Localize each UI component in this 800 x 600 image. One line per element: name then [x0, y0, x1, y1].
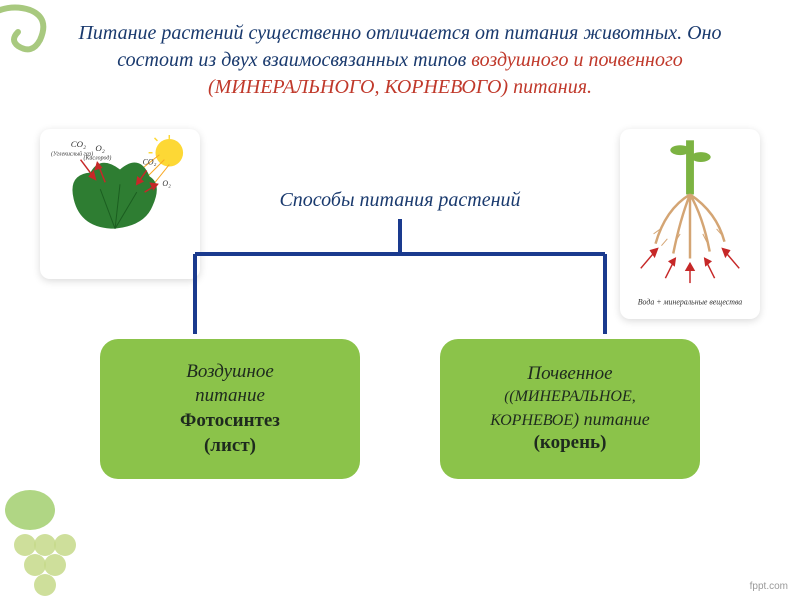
left-line2: питание	[195, 384, 265, 409]
left-line1: Воздушное	[186, 360, 274, 385]
o2-sublabel: (Кислород)	[84, 155, 112, 162]
left-box-air-nutrition: Воздушное питание Фотосинтез (лист)	[100, 339, 360, 479]
right-line1: Почвенное	[527, 362, 612, 387]
diagram-root-label: Способы питания растений	[210, 189, 590, 212]
left-line3: Фотосинтез	[180, 409, 280, 434]
right-line4: (корень)	[534, 431, 607, 456]
connector-lines	[40, 219, 760, 349]
co2-label: CO₂	[71, 139, 86, 149]
svg-text:O₂: O₂	[162, 179, 171, 188]
left-line4: (лист)	[204, 434, 256, 459]
o2-label: O₂	[95, 143, 104, 153]
right-line2: ((МИНЕРАЛЬНОЕ,	[504, 387, 636, 408]
svg-text:CO₂: CO₂	[143, 158, 157, 167]
right-box-soil-nutrition: Почвенное ((МИНЕРАЛЬНОЕ, КОРНЕВОЕ) питан…	[440, 339, 700, 479]
footer-credit: fppt.com	[750, 581, 788, 592]
right-line3: КОРНЕВОЕ) питание	[490, 408, 650, 432]
hierarchy-diagram: CO₂ (Углекислый газ) O₂ (Кислород) CO₂ O…	[40, 119, 760, 519]
slide-title: Питание растений существенно отличается …	[40, 20, 760, 101]
